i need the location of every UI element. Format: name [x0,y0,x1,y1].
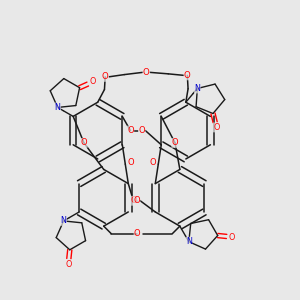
Text: O: O [213,123,220,132]
Text: N: N [194,84,200,93]
Text: N: N [186,237,192,246]
Text: O: O [102,72,109,81]
Text: O: O [130,196,137,205]
Text: N: N [61,216,67,225]
Text: O: O [150,158,156,167]
Text: O: O [133,196,140,205]
Text: O: O [229,232,235,242]
Text: O: O [65,260,71,268]
Text: O: O [128,158,134,167]
Text: O: O [184,71,191,80]
Text: O: O [172,138,178,147]
Text: O: O [81,138,87,147]
Text: O: O [143,68,150,77]
Text: N: N [55,103,61,112]
Text: O: O [127,126,134,135]
Text: O: O [139,126,145,135]
Text: O: O [134,229,141,238]
Text: O: O [89,77,96,86]
